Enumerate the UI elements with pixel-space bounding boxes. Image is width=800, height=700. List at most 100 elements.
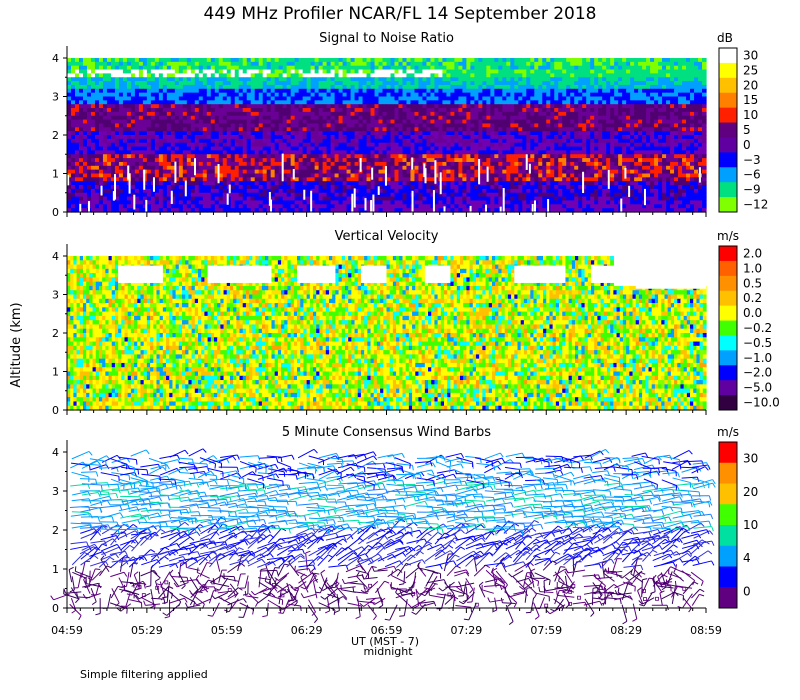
wind-barb-flag (366, 492, 370, 498)
wind-barb (119, 479, 135, 485)
wind-barb (337, 462, 356, 469)
wind-barb-flag (499, 540, 503, 546)
wind-barb (591, 527, 603, 539)
wind-barb (129, 468, 147, 471)
colorbar-swatch (719, 483, 737, 505)
wind-barb (681, 498, 701, 503)
wind-barb (345, 556, 360, 567)
wind-barb-flag (363, 482, 367, 488)
wind-barb-flag (75, 598, 80, 604)
wind-barb-flag (622, 620, 628, 625)
wind-barb (316, 505, 336, 508)
wind-barb-flag (260, 568, 267, 570)
wind-barb (159, 542, 178, 550)
wind-barb (208, 546, 226, 555)
wind-barb-flag (125, 559, 129, 565)
wind-barb-flag (95, 613, 101, 616)
wind-barb (80, 531, 98, 539)
wind-barb (288, 490, 307, 496)
wind-barb-flag (257, 507, 260, 513)
wind-barb-flag (137, 519, 141, 525)
wind-barb (465, 542, 481, 550)
wind-barb-flag (518, 469, 521, 475)
wind-barb-flag (640, 565, 644, 571)
wind-barb-flag (463, 618, 469, 621)
wind-barb (377, 475, 394, 481)
wind-barb-flag (450, 593, 455, 598)
wind-barb (345, 509, 363, 513)
wind-barb-flag (118, 488, 121, 494)
wind-barb (415, 532, 428, 544)
wind-barb (543, 525, 559, 540)
wind-barb (267, 594, 283, 601)
wind-barb-flag (78, 615, 82, 621)
y-tick-label: 3 (52, 485, 59, 498)
wind-barb (227, 474, 244, 479)
wind-barb (495, 555, 508, 568)
wind-barb-flag (117, 585, 123, 589)
wind-barb (503, 489, 525, 492)
wind-barb-flag (244, 540, 248, 546)
wind-barb-flag (225, 485, 228, 491)
wind-barb (693, 479, 713, 486)
wind-barb (267, 538, 281, 551)
wind-barb-flag (475, 484, 479, 490)
wind-barb (131, 473, 148, 482)
wind-barb (574, 536, 591, 539)
wind-barb-flag (124, 532, 128, 538)
wind-barb (591, 448, 606, 457)
wind-barb (347, 602, 362, 607)
wind-barb-flag (692, 580, 696, 586)
wind-barb (465, 550, 481, 561)
wind-barb (318, 470, 335, 480)
wind-barb (217, 517, 237, 520)
wind-barb (473, 564, 486, 577)
wind-barb (582, 535, 598, 541)
wind-barb-flag (313, 564, 316, 570)
wind-barb-flag (153, 570, 158, 575)
wind-barb (603, 477, 620, 483)
colorbar-swatch (719, 504, 737, 526)
wind-barb-flag (353, 552, 358, 557)
wind-barb (414, 460, 431, 464)
wind-barb-flag (444, 532, 450, 536)
wind-barb (673, 550, 690, 556)
wind-barb-flag (206, 562, 212, 564)
wind-barb (681, 544, 697, 549)
wind-barb (326, 538, 344, 550)
wind-barb-flag (442, 473, 446, 479)
wind-barb-flag (320, 569, 326, 574)
wind-barb (524, 503, 542, 506)
wind-barb-flag (95, 479, 98, 485)
wind-barb-flag (567, 553, 572, 558)
wind-barb (125, 572, 130, 587)
colorbar-label: 30 (743, 48, 758, 62)
wind-barb (215, 556, 221, 572)
wind-barb (120, 513, 141, 519)
wind-barb (99, 505, 121, 509)
wind-barb-flag (679, 526, 684, 531)
wind-barb-flag (453, 473, 457, 479)
wind-barb (683, 460, 702, 463)
wind-barb (238, 527, 257, 530)
wind-barb-flag (330, 546, 336, 550)
wind-barb-flag (286, 500, 289, 506)
wind-barb-flag (690, 494, 693, 500)
wind-barb (395, 494, 415, 497)
footnote: Simple filtering applied (80, 668, 208, 681)
wind-barb-flag (290, 586, 296, 591)
wind-barb-flag (159, 522, 162, 528)
wind-barb (128, 517, 145, 523)
wind-barb-flag (148, 503, 152, 509)
wind-barb (317, 525, 333, 533)
wind-barb-flag (680, 510, 684, 516)
wind-barb (436, 461, 451, 469)
wind-barb-flag (700, 581, 704, 587)
wind-barb-flag (154, 531, 159, 537)
wind-barb (158, 563, 176, 568)
wind-barb (337, 552, 354, 566)
wind-barb (309, 517, 327, 520)
wind-barb-flag (628, 546, 632, 552)
y-tick-label: 4 (52, 446, 59, 459)
